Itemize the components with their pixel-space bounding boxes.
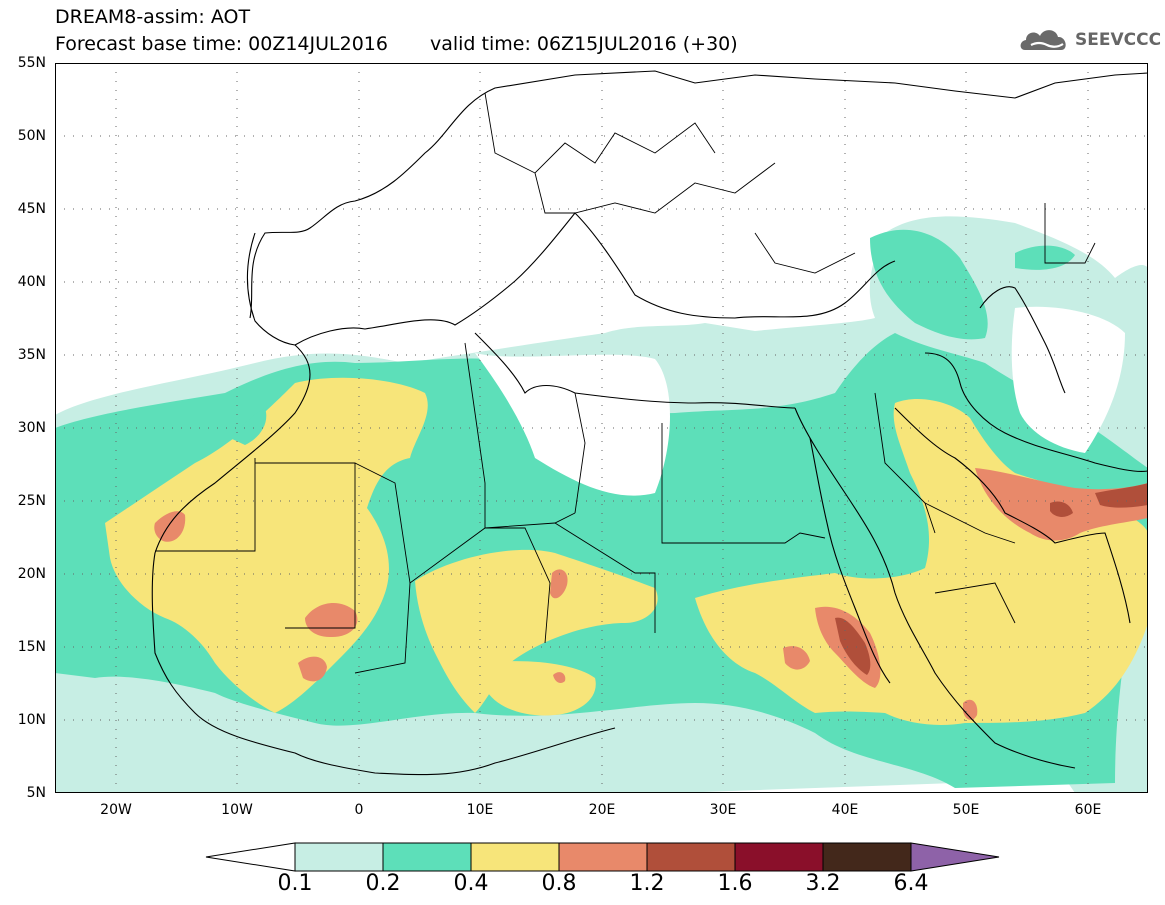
lat-label: 10N bbox=[17, 712, 46, 728]
colorbar bbox=[205, 842, 1000, 872]
colorbar-segment bbox=[205, 842, 296, 872]
lon-label: 10E bbox=[466, 802, 494, 818]
lat-label: 15N bbox=[17, 639, 46, 655]
lon-label: 20W bbox=[100, 802, 132, 818]
lat-label: 5N bbox=[26, 785, 46, 801]
lon-label: 0 bbox=[354, 802, 364, 818]
colorbar-segment bbox=[558, 842, 648, 872]
colorbar-segment bbox=[734, 842, 824, 872]
colorbar-label: 6.4 bbox=[893, 871, 929, 896]
forecast-time-line: Forecast base time: 00Z14JUL2016 valid ti… bbox=[55, 33, 738, 55]
colorbar-label: 1.2 bbox=[629, 871, 665, 896]
colorbar-segment bbox=[470, 842, 560, 872]
lat-label: 30N bbox=[17, 420, 46, 436]
lat-label: 50N bbox=[17, 128, 46, 144]
lat-label: 40N bbox=[17, 274, 46, 290]
colorbar-segment bbox=[646, 842, 736, 872]
colorbar-label: 0.1 bbox=[277, 871, 313, 896]
colorbar-label: 0.8 bbox=[541, 871, 577, 896]
lon-label: 30E bbox=[709, 802, 737, 818]
lon-label: 20E bbox=[588, 802, 616, 818]
colorbar-label: 3.2 bbox=[805, 871, 841, 896]
colorbar-label: 1.6 bbox=[717, 871, 753, 896]
colorbar-segment bbox=[294, 842, 384, 872]
cloud-icon bbox=[1020, 30, 1066, 50]
coastlines bbox=[151, 70, 1148, 776]
aot-low-areas bbox=[475, 306, 1125, 496]
lon-label: 60E bbox=[1074, 802, 1102, 818]
aot-map bbox=[55, 63, 1148, 793]
colorbar-label: 0.4 bbox=[453, 871, 489, 896]
lat-label: 55N bbox=[17, 55, 46, 71]
seevccc-logo: SEEVCCC bbox=[1017, 22, 1161, 56]
lon-label: 10W bbox=[221, 802, 253, 818]
map-title: DREAM8-assim: AOT bbox=[55, 6, 251, 28]
lon-label: 50E bbox=[952, 802, 980, 818]
lat-label: 35N bbox=[17, 347, 46, 363]
colorbar-segment bbox=[382, 842, 472, 872]
colorbar-label: 0.2 bbox=[365, 871, 401, 896]
lat-label: 25N bbox=[17, 493, 46, 509]
lat-label: 20N bbox=[17, 566, 46, 582]
country-borders bbox=[155, 92, 1096, 674]
colorbar-segment bbox=[910, 842, 1000, 872]
map-frame bbox=[55, 63, 1148, 793]
lon-label: 40E bbox=[831, 802, 859, 818]
colorbar-segment bbox=[822, 842, 912, 872]
logo-text: SEEVCCC bbox=[1075, 30, 1162, 50]
valid-time: valid time: 06Z15JUL2016 (+30) bbox=[429, 33, 738, 55]
lat-label: 45N bbox=[17, 201, 46, 217]
forecast-base-time: Forecast base time: 00Z14JUL2016 bbox=[55, 33, 388, 55]
